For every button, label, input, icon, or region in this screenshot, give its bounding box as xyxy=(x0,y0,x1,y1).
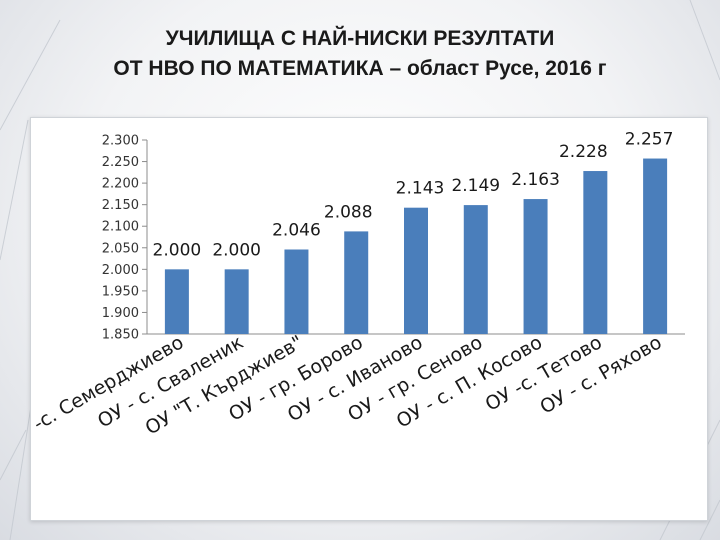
y-tick-label: 2.100 xyxy=(102,220,139,235)
slide-title-line-2: ОТ НВО ПО МАТЕМАТИКА – област Русе, 2016… xyxy=(113,57,607,80)
y-tick-label: 2.200 xyxy=(102,177,139,192)
data-label: 2.149 xyxy=(451,176,500,196)
bar-chart: 1.850 1.900 1.950 2.000 2.050 2.100 2.150 2.200… xyxy=(31,130,685,451)
bar xyxy=(224,269,249,334)
data-label: 2.257 xyxy=(625,130,674,150)
data-label: 2.228 xyxy=(559,142,608,162)
data-label: 2.088 xyxy=(324,202,373,222)
slide-title: УЧИЛИЩА С НАЙ-НИСКИ РЕЗУЛТАТИ ОТ НВО ПО … xyxy=(0,24,720,84)
data-label: 2.163 xyxy=(511,170,560,190)
y-tick-label: 2.300 xyxy=(102,134,139,149)
bar xyxy=(284,249,309,334)
y-tick-label: 2.250 xyxy=(102,155,139,170)
bar xyxy=(404,207,428,334)
y-tick-label: 1.950 xyxy=(102,284,139,299)
bar xyxy=(344,231,369,334)
y-tick-label: 2.150 xyxy=(102,198,139,213)
y-tick-label: 2.000 xyxy=(102,263,139,278)
data-label: 2.000 xyxy=(212,240,261,260)
chart-panel: 1.850 1.900 1.950 2.000 2.050 2.100 2.150 2.200… xyxy=(30,117,708,521)
data-label: 2.143 xyxy=(396,179,445,199)
bar xyxy=(523,199,548,334)
bar xyxy=(463,205,488,334)
bar xyxy=(164,269,189,334)
bar xyxy=(643,158,668,334)
data-label: 2.046 xyxy=(272,221,321,241)
slide-title-line-1: УЧИЛИЩА С НАЙ-НИСКИ РЕЗУЛТАТИ xyxy=(165,27,555,50)
y-tick-label: 2.050 xyxy=(102,241,139,256)
y-tick-label: 1.900 xyxy=(102,306,139,321)
data-label: 2.000 xyxy=(153,240,202,260)
bar xyxy=(583,171,608,334)
y-tick-label: 1.850 xyxy=(102,328,139,343)
